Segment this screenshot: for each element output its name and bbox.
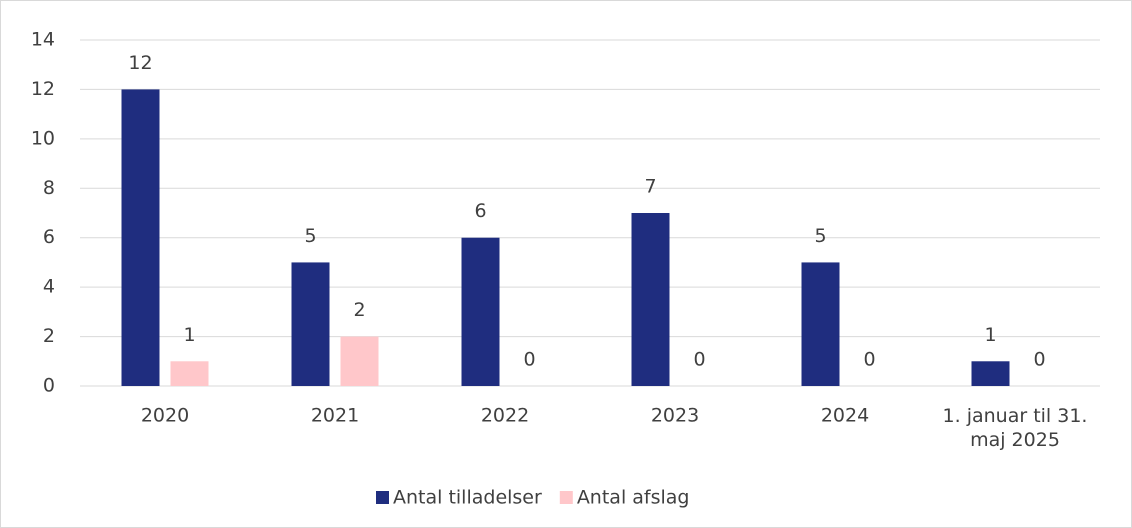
x-tick-label: 2020 xyxy=(141,405,189,427)
y-tick-label: 2 xyxy=(43,325,55,347)
legend-label: Antal afslag xyxy=(577,487,690,509)
y-tick-label: 10 xyxy=(31,127,55,149)
value-label: 6 xyxy=(474,200,486,222)
value-label: 7 xyxy=(644,176,656,198)
y-tick-label: 6 xyxy=(43,226,55,248)
value-label: 0 xyxy=(693,349,705,371)
x-tick-label: 2023 xyxy=(651,405,699,427)
bar xyxy=(121,89,160,386)
x-tick-label: 2024 xyxy=(821,405,869,427)
value-label: 0 xyxy=(1033,349,1045,371)
bar xyxy=(461,237,500,386)
y-tick-label: 4 xyxy=(43,276,55,298)
value-label: 2 xyxy=(353,299,365,321)
value-label: 12 xyxy=(128,52,152,74)
bar xyxy=(971,361,1010,386)
y-tick-label: 0 xyxy=(43,375,55,397)
y-tick-label: 12 xyxy=(31,78,55,100)
legend-swatch xyxy=(559,491,573,504)
value-label: 0 xyxy=(863,349,875,371)
x-tick-label: 1. januar til 31. maj 2025 xyxy=(943,405,1088,451)
value-label: 5 xyxy=(304,225,316,247)
bar xyxy=(631,213,670,386)
bar xyxy=(801,262,840,386)
y-tick-label: 8 xyxy=(43,177,55,199)
legend-swatch xyxy=(376,491,389,504)
legend-label: Antal tilladelser xyxy=(393,487,542,509)
x-tick-label: 2021 xyxy=(311,405,359,427)
value-label: 1 xyxy=(183,324,195,346)
value-label: 0 xyxy=(523,349,535,371)
bar xyxy=(170,361,209,386)
value-label: 1 xyxy=(984,324,996,346)
x-tick-label: 2022 xyxy=(481,405,529,427)
value-label: 5 xyxy=(814,225,826,247)
y-tick-label: 14 xyxy=(31,29,55,51)
bar xyxy=(291,262,330,386)
bar xyxy=(340,336,379,386)
